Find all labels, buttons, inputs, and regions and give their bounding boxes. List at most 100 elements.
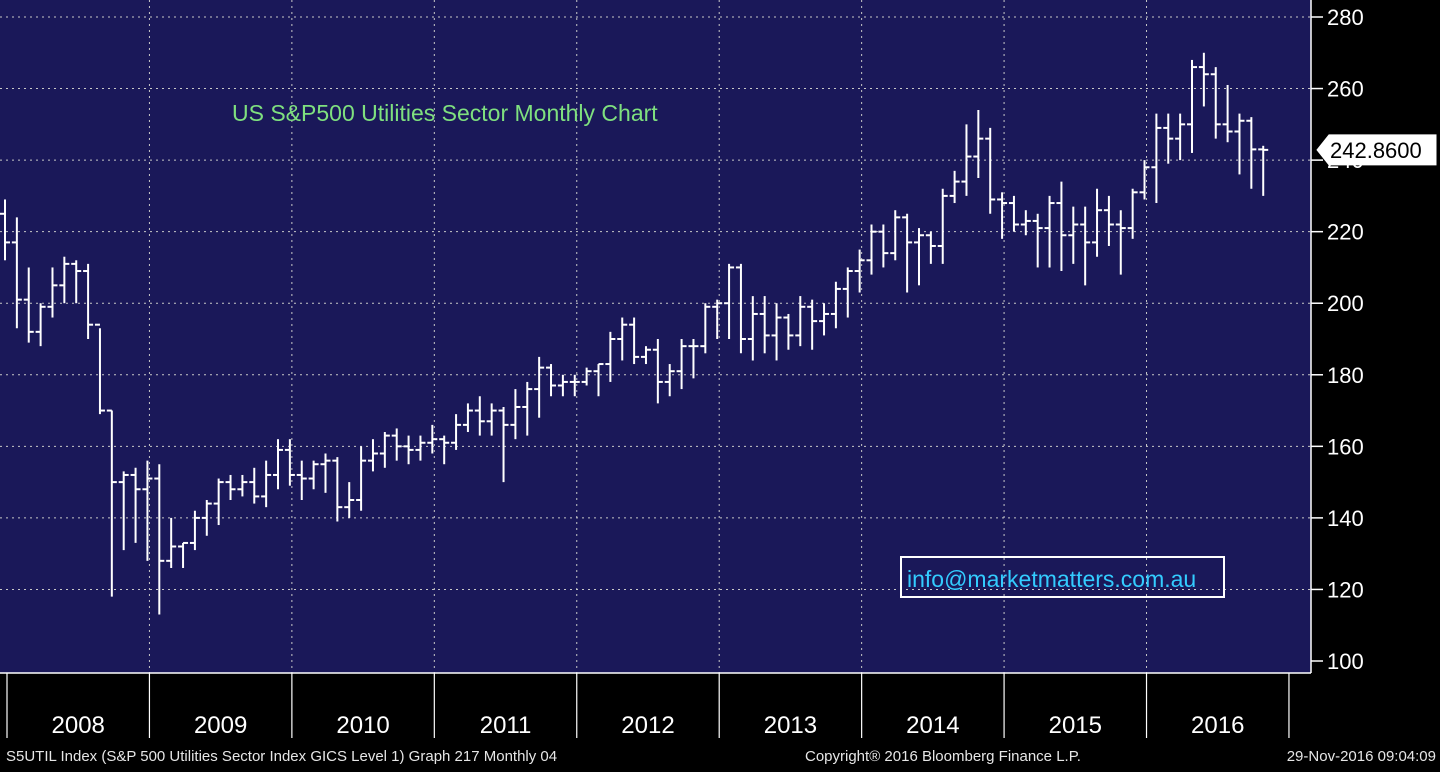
ohlc-bar bbox=[296, 460, 307, 500]
ohlc-bar bbox=[1210, 67, 1221, 139]
ohlc-bar bbox=[735, 263, 746, 354]
ohlc-bar bbox=[1175, 113, 1186, 161]
ohlc-bar bbox=[1222, 84, 1233, 143]
ohlc-bar bbox=[106, 409, 117, 597]
ohlc-bar bbox=[925, 231, 936, 264]
ohlc-bar bbox=[890, 210, 901, 261]
plot-area bbox=[0, 0, 1311, 673]
ohlc-bar bbox=[783, 313, 794, 350]
ohlc-bar bbox=[747, 296, 758, 361]
ohlc-bar bbox=[830, 281, 841, 329]
ohlc-bar bbox=[534, 356, 545, 418]
last-price-box bbox=[1316, 134, 1437, 166]
x-tick-label: 2012 bbox=[621, 712, 674, 739]
ohlc-bar bbox=[1115, 210, 1126, 275]
ohlc-bar bbox=[71, 260, 82, 304]
ohlc-bar bbox=[462, 403, 473, 433]
y-tick-label: 120 bbox=[1327, 577, 1364, 602]
ohlc-bar bbox=[59, 256, 70, 304]
ohlc-bar bbox=[451, 414, 462, 450]
ohlc-bar bbox=[474, 396, 485, 436]
ohlc-bar bbox=[617, 317, 628, 361]
ohlc-bar bbox=[593, 363, 604, 397]
ohlc-bar bbox=[1163, 113, 1174, 164]
ohlc-bar bbox=[154, 464, 165, 615]
ohlc-bar bbox=[1080, 206, 1091, 286]
ohlc-bar bbox=[1258, 145, 1269, 196]
ohlc-bar bbox=[522, 381, 533, 436]
ohlc-bar bbox=[819, 303, 830, 336]
ohlc-bar bbox=[1056, 181, 1067, 272]
ohlc-bar bbox=[688, 339, 699, 379]
ohlc-bar bbox=[700, 303, 711, 354]
ohlc-bar bbox=[629, 317, 640, 365]
ohlc-bar bbox=[284, 439, 295, 486]
ohlc-bar bbox=[249, 467, 260, 504]
chart-title: US S&P500 Utilities Sector Monthly Chart bbox=[232, 100, 658, 126]
ohlc-bar bbox=[581, 367, 592, 386]
ohlc-bar bbox=[178, 541, 189, 568]
ohlc-bar bbox=[1151, 113, 1162, 204]
ohlc-bar bbox=[1044, 195, 1055, 268]
ohlc-bar bbox=[35, 303, 46, 347]
ohlc-bar bbox=[0, 199, 10, 261]
ohlc-bar bbox=[367, 439, 378, 472]
x-axis: 2008 2009 2010 2011 2012 2013 2014 2015 2016 bbox=[0, 672, 1311, 739]
ohlc-bar bbox=[320, 453, 331, 493]
ohlc-bar bbox=[166, 517, 177, 568]
x-tick-label: 2015 bbox=[1049, 712, 1102, 739]
ohlc-bar bbox=[510, 389, 521, 440]
ohlc-bar bbox=[439, 435, 450, 465]
ohlc-bar bbox=[213, 478, 224, 526]
grid-lines bbox=[0, 0, 1311, 673]
ohlc-bar bbox=[913, 228, 924, 286]
y-tick-label: 260 bbox=[1327, 77, 1364, 102]
ohlc-bar bbox=[1103, 195, 1114, 246]
y-axis: 100120140160180200220240260280 bbox=[1310, 0, 1364, 674]
ohlc-bar bbox=[842, 267, 853, 318]
y-tick-label: 200 bbox=[1327, 291, 1364, 316]
ohlc-bar bbox=[403, 435, 414, 465]
ohlc-bar bbox=[973, 110, 984, 178]
ohlc-bar bbox=[1187, 59, 1197, 153]
x-tick-label: 2013 bbox=[764, 712, 817, 739]
ohlc-bar bbox=[391, 428, 402, 461]
ohlc-bar bbox=[1068, 206, 1079, 264]
ohlc-bar bbox=[379, 432, 390, 468]
ohlc-bar bbox=[902, 213, 913, 293]
ohlc-bar bbox=[308, 460, 319, 490]
ohlc-bar bbox=[47, 267, 58, 318]
ohlc-bar bbox=[201, 500, 212, 536]
ohlc-bar bbox=[427, 424, 438, 454]
footer-copyright: Copyright® 2016 Bloomberg Finance L.P. bbox=[805, 748, 1081, 765]
ohlc-bar bbox=[130, 467, 141, 543]
ohlc-bar bbox=[1008, 195, 1019, 232]
ohlc-bar bbox=[1246, 117, 1257, 189]
ohlc-bar bbox=[937, 188, 948, 264]
x-tick-label: 2009 bbox=[194, 712, 247, 739]
ohlc-bar bbox=[640, 346, 651, 365]
ohlc-bar bbox=[273, 439, 284, 490]
y-tick-label: 100 bbox=[1327, 649, 1364, 674]
ohlc-bar bbox=[712, 299, 723, 339]
y-tick-label: 280 bbox=[1327, 5, 1364, 30]
ohlc-bar bbox=[676, 339, 687, 390]
ohlc-bar bbox=[1127, 188, 1138, 239]
ohlc-bar bbox=[878, 224, 889, 268]
footer-bar: S5UTIL Index (S&P 500 Utilities Sector I… bbox=[0, 744, 1440, 772]
ohlc-bar bbox=[11, 217, 22, 329]
last-price-label: 242.8600 bbox=[1330, 138, 1422, 163]
ohlc-bar bbox=[771, 303, 782, 361]
ohlc-bar bbox=[415, 435, 426, 461]
footer-index-info: S5UTIL Index (S&P 500 Utilities Sector I… bbox=[6, 748, 558, 765]
ohlc-bar bbox=[866, 224, 877, 275]
x-tick-label: 2008 bbox=[52, 712, 105, 739]
ohlc-bar bbox=[807, 299, 818, 350]
y-tick-label: 160 bbox=[1327, 434, 1364, 459]
ohlc-bar bbox=[189, 510, 200, 551]
ohlc-bar bbox=[652, 339, 663, 404]
ohlc-bar bbox=[949, 170, 960, 204]
x-tick-label: 2014 bbox=[906, 712, 959, 739]
ohlc-bar bbox=[759, 296, 770, 354]
ohlc-bar bbox=[142, 460, 153, 561]
